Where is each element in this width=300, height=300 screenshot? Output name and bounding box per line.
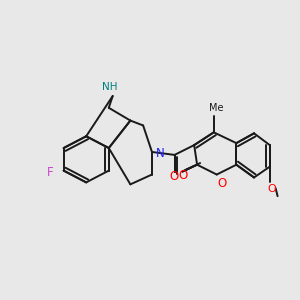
Text: N: N	[155, 147, 164, 161]
Text: NH: NH	[102, 82, 118, 92]
Text: O: O	[169, 170, 178, 183]
Text: O: O	[179, 169, 188, 182]
Text: Me: Me	[208, 103, 223, 113]
Text: O: O	[267, 184, 276, 194]
Text: F: F	[46, 166, 53, 179]
Text: O: O	[217, 177, 226, 190]
